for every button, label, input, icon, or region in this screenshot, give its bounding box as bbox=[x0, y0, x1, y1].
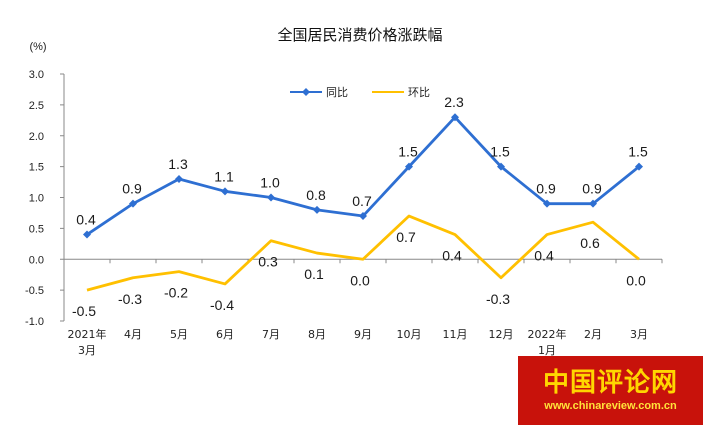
data-point bbox=[635, 162, 643, 171]
data-point bbox=[313, 205, 321, 214]
legend-marker-0 bbox=[302, 88, 310, 96]
data-point bbox=[267, 193, 275, 202]
data-label: 0.4 bbox=[76, 212, 96, 228]
y-tick-label: -0.5 bbox=[25, 285, 44, 297]
chart-title: 全国居民消费价格涨跌幅 bbox=[277, 26, 442, 44]
data-label: 1.5 bbox=[628, 144, 648, 160]
legend-label-0: 同比 bbox=[326, 86, 348, 99]
x-tick-label: 12月 bbox=[489, 328, 514, 341]
data-label: 0.1 bbox=[304, 266, 324, 282]
watermark-name: 中国评论网 bbox=[542, 368, 678, 398]
data-label: 0.0 bbox=[350, 272, 370, 288]
series-line-1 bbox=[86, 214, 640, 292]
data-point bbox=[129, 199, 137, 208]
data-label: 1.1 bbox=[214, 168, 234, 184]
data-label: 0.9 bbox=[582, 181, 602, 197]
data-label: -0.3 bbox=[118, 291, 142, 307]
data-point bbox=[589, 199, 597, 208]
legend: 同比 环比 bbox=[290, 86, 430, 99]
series-group bbox=[83, 113, 643, 292]
data-label: -0.3 bbox=[486, 291, 510, 307]
y-tick-label: 2.0 bbox=[29, 131, 44, 143]
data-point bbox=[405, 162, 413, 171]
x-tick-label: 6月 bbox=[216, 328, 234, 341]
x-tick-label: 2021年 bbox=[68, 327, 107, 341]
data-label: 1.3 bbox=[168, 156, 188, 172]
data-label: -0.5 bbox=[72, 303, 96, 319]
data-label: -0.2 bbox=[164, 285, 188, 301]
data-point bbox=[221, 187, 229, 196]
x-tick-label: 7月 bbox=[262, 328, 280, 341]
x-tick-label: 2月 bbox=[584, 328, 602, 341]
y-tick-label: 3.0 bbox=[29, 69, 44, 81]
data-label: 0.7 bbox=[352, 193, 372, 209]
watermark-url: www.chinareview.com.cn bbox=[544, 400, 677, 412]
x-tick-label: 10月 bbox=[397, 328, 422, 341]
data-label: 0.4 bbox=[534, 248, 554, 264]
y-tick-label: 1.5 bbox=[29, 162, 44, 174]
data-point bbox=[359, 212, 367, 221]
data-label: 1.5 bbox=[398, 144, 418, 160]
data-point bbox=[83, 230, 91, 239]
data-label: 0.4 bbox=[442, 248, 462, 264]
x-tick-label: 3月 bbox=[630, 328, 648, 341]
data-point bbox=[543, 199, 551, 208]
legend-label-1: 环比 bbox=[408, 86, 430, 99]
x-tick-label: 8月 bbox=[308, 328, 326, 341]
data-label: 1.0 bbox=[260, 175, 280, 191]
y-axis-unit: (%) bbox=[29, 41, 46, 53]
data-label: 0.8 bbox=[306, 187, 326, 203]
x-tick-label: 5月 bbox=[170, 328, 188, 341]
x-tick-label: 2022年 bbox=[528, 327, 567, 341]
y-tick-label: 0.0 bbox=[29, 254, 44, 266]
data-label: -0.4 bbox=[210, 297, 234, 313]
x-tick-label: 9月 bbox=[354, 328, 372, 341]
x-tick-label: 1月 bbox=[538, 344, 556, 357]
data-label: 0.0 bbox=[626, 272, 646, 288]
y-tick-label: 0.5 bbox=[29, 223, 44, 235]
y-tick-label: 2.5 bbox=[29, 100, 44, 112]
watermark-logo: 中国评论网 www.chinareview.com.cn bbox=[518, 356, 703, 425]
data-point bbox=[451, 113, 459, 122]
data-point bbox=[175, 174, 183, 183]
data-point bbox=[497, 162, 505, 171]
data-label: 0.3 bbox=[258, 254, 278, 270]
data-label: 0.9 bbox=[536, 181, 556, 197]
y-tick-label: 1.0 bbox=[29, 193, 44, 205]
x-tick-label: 3月 bbox=[78, 344, 96, 357]
x-tick-label: 11月 bbox=[443, 328, 468, 341]
data-label: 0.9 bbox=[122, 181, 142, 197]
y-tick-label: -1.0 bbox=[25, 316, 44, 328]
data-label: 2.3 bbox=[444, 94, 464, 110]
data-label: 0.6 bbox=[580, 235, 600, 251]
data-labels: 0.4 0.9 1.3 1.1 1.0 0.8 0.7 1.5 2.3 1.5 0.9 0.9 1.5 -… bbox=[72, 94, 648, 319]
data-label: 0.7 bbox=[396, 229, 416, 245]
data-label: 1.5 bbox=[490, 144, 510, 160]
x-tick-label: 4月 bbox=[124, 328, 142, 341]
